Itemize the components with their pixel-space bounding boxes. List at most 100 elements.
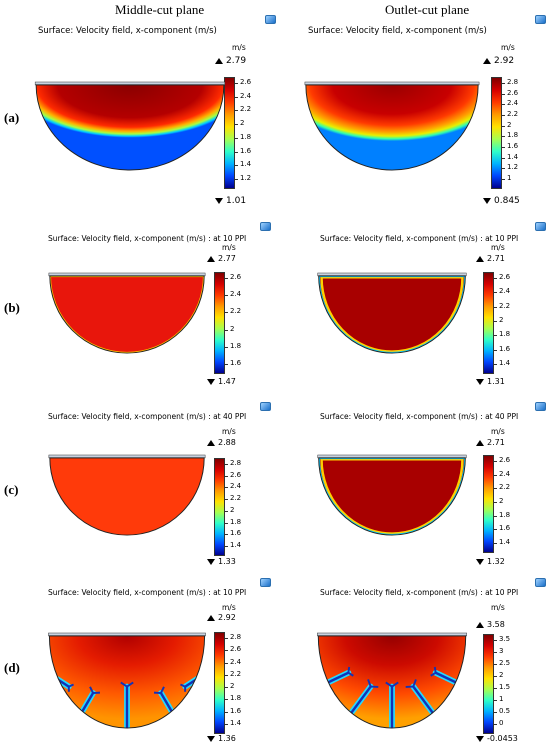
colorbar-min-value-c-outlet: 1.32: [487, 557, 505, 566]
colorbar-tick-a-outlet-0: 2.8: [500, 78, 519, 86]
colorbar-max-value-b-outlet: 2.71: [487, 254, 505, 263]
min-triangle-icon: [476, 378, 484, 385]
velocity-field-fill: [305, 84, 479, 171]
header-outlet-cut: Outlet-cut plane: [385, 2, 470, 17]
colorbar-tick-c-middle-1: 2.6: [223, 470, 242, 479]
export-icon-b-middle[interactable]: [260, 222, 271, 231]
min-triangle-icon: [215, 197, 223, 204]
colorbar-b-outlet: [483, 272, 494, 374]
colorbar-a-outlet: [491, 77, 502, 189]
header-middle-cut: Middle-cut plane: [115, 2, 205, 17]
colorbar-tick-a-middle-1: 2.4: [233, 91, 252, 100]
colorbar-tick-a-middle-2: 2.2: [233, 105, 252, 114]
min-triangle-icon: [476, 558, 484, 565]
colorbar-min-a-middle: 1.01: [215, 196, 246, 206]
fin-branch-0a: [68, 683, 74, 688]
colorbar-tick-a-outlet-5: 1.8: [500, 131, 519, 140]
velocity-plot-d-middle: [48, 632, 206, 729]
colorbar-tick-c-outlet-6: 1.4: [492, 538, 511, 546]
colorbar-tick-a-middle-6: 1.4: [233, 160, 252, 169]
max-triangle-icon: [215, 57, 223, 64]
velocity-plot-b-outlet: [317, 272, 467, 354]
colorbar-tick-b-outlet-0: 2.6: [492, 273, 511, 281]
colorbar-max-d-middle: 2.92: [207, 613, 236, 622]
colorbar-tick-b-middle-1: 2.4: [223, 290, 242, 299]
colorbar-max-a-outlet: 2.92: [483, 56, 514, 66]
plot-title-b-middle: Surface: Velocity field, x-component (m/…: [48, 234, 247, 243]
channel-outline: [48, 635, 206, 729]
colorbar-max-c-middle: 2.88: [207, 438, 236, 447]
colorbar-min-value-b-outlet: 1.31: [487, 377, 505, 386]
colorbar-tick-d-outlet-6: 0.5: [492, 707, 511, 715]
channel-outline: [318, 457, 466, 536]
fin-branch-4b: [433, 666, 437, 673]
colorbar-tick-d-outlet-4: 1.5: [492, 683, 511, 691]
colorbar-tick-b-outlet-3: 2: [492, 316, 504, 324]
colorbar-min-c-outlet: 1.32: [476, 557, 505, 566]
velocity-field-fill: [49, 457, 205, 536]
colorbar-tick-d-outlet-7: 0: [492, 719, 504, 727]
colorbar-min-a-outlet: 0.845: [483, 196, 520, 206]
export-icon-d-middle[interactable]: [260, 578, 271, 587]
colorbar-tick-b-outlet-2: 2.2: [492, 301, 511, 310]
colorbar-tick-c-outlet-4: 1.8: [492, 510, 511, 519]
colorbar-tick-b-outlet-6: 1.4: [492, 359, 511, 367]
colorbar-max-b-outlet: 2.71: [476, 254, 505, 263]
colorbar-tick-c-middle-3: 2.2: [223, 494, 242, 503]
colorbar-max-value-d-middle: 2.92: [218, 613, 236, 622]
velocity-plot-c-outlet: [317, 454, 467, 536]
colorbar-tick-b-middle-0: 2.6: [223, 273, 242, 281]
fin-branch-1a: [89, 686, 94, 694]
velocity-field-fill: [49, 275, 205, 354]
colorbar-tick-d-outlet-2: 2.5: [492, 659, 511, 667]
colorbar-tick-c-outlet-3: 2: [492, 497, 504, 505]
boundary-layer: [320, 276, 464, 353]
export-icon-c-outlet[interactable]: [535, 402, 546, 411]
colorbar-min-c-middle: 1.33: [207, 557, 236, 566]
colorbar-min-b-middle: 1.47: [207, 377, 236, 386]
colorbar-min-b-outlet: 1.31: [476, 377, 505, 386]
min-triangle-icon: [476, 735, 484, 742]
colorbar-tick-a-outlet-9: 1: [500, 174, 512, 182]
export-icon-d-outlet[interactable]: [535, 578, 546, 587]
colorbar-d-outlet: [483, 634, 494, 734]
colorbar-tick-a-outlet-7: 1.4: [500, 152, 519, 161]
colorbar-unit-a-outlet: m/s: [501, 43, 515, 52]
export-icon-b-outlet[interactable]: [535, 222, 546, 231]
colorbar-max-d-outlet: 3.58: [476, 620, 505, 629]
colorbar-tick-b-middle-5: 1.6: [223, 359, 242, 367]
colorbar-tick-c-middle-6: 1.6: [223, 529, 242, 538]
colorbar-min-value-a-middle: 1.01: [226, 196, 247, 206]
colorbar-tick-a-outlet-4: 2: [500, 120, 512, 129]
colorbar-min-value-b-middle: 1.47: [218, 377, 236, 386]
colorbar-a-middle: [224, 77, 235, 189]
colorbar-tick-a-outlet-2: 2.4: [500, 99, 519, 108]
colorbar-max-value-c-outlet: 2.71: [487, 438, 505, 447]
channel-outline: [49, 457, 205, 536]
colorbar-tick-d-middle-0: 2.8: [223, 633, 242, 641]
colorbar-min-d-outlet: -0.0453: [476, 734, 518, 743]
colorbar-tick-d-middle-1: 2.6: [223, 645, 242, 654]
colorbar-tick-b-middle-4: 1.8: [223, 341, 242, 350]
colorbar-tick-d-outlet-5: 1: [492, 695, 504, 703]
colorbar-tick-a-outlet-1: 2.6: [500, 88, 519, 97]
colorbar-c-middle: [214, 458, 225, 556]
colorbar-unit-c-middle: m/s: [222, 427, 236, 436]
colorbar-tick-b-middle-2: 2.2: [223, 307, 242, 316]
velocity-plot-a-middle: [34, 81, 226, 171]
colorbar-tick-b-outlet-1: 2.4: [492, 287, 511, 296]
plot-title-a-outlet: Surface: Velocity field, x-component (m/…: [308, 26, 487, 36]
export-icon-c-middle[interactable]: [260, 402, 271, 411]
colorbar-tick-a-middle-5: 1.6: [233, 146, 252, 155]
export-icon-a-outlet[interactable]: [535, 15, 546, 24]
max-triangle-icon: [207, 255, 215, 262]
export-icon-a-middle[interactable]: [265, 15, 276, 24]
channel-outline: [35, 84, 225, 171]
colorbar-tick-c-middle-0: 2.8: [223, 459, 242, 467]
colorbar-unit-c-outlet: m/s: [491, 427, 505, 436]
colorbar-tick-c-middle-5: 1.8: [223, 517, 242, 526]
velocity-plot-b-middle: [48, 272, 206, 354]
channel-outline: [318, 275, 466, 354]
colorbar-tick-b-outlet-4: 1.8: [492, 330, 511, 339]
colorbar-tick-d-middle-2: 2.4: [223, 657, 242, 666]
